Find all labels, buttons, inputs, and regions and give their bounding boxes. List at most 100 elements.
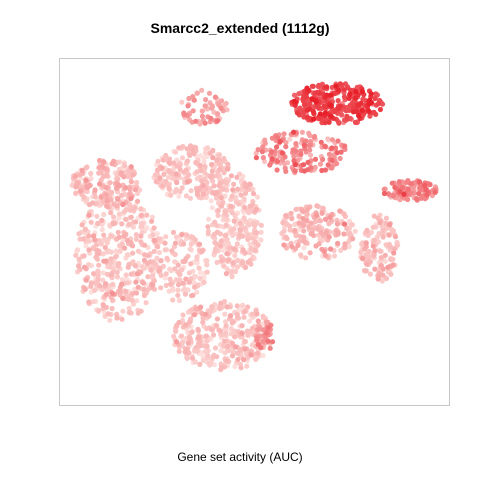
data-point	[388, 271, 394, 277]
data-point	[217, 180, 223, 186]
data-point	[96, 157, 103, 164]
data-point	[216, 153, 222, 159]
data-point	[182, 349, 188, 355]
data-point	[244, 363, 250, 369]
data-point	[385, 191, 391, 197]
data-point	[313, 243, 319, 249]
data-point	[315, 226, 321, 232]
data-point	[138, 233, 144, 239]
data-point	[224, 217, 230, 223]
data-point	[97, 181, 103, 187]
data-point	[149, 214, 155, 220]
data-point	[375, 101, 382, 107]
data-point	[223, 319, 229, 325]
data-point	[194, 289, 200, 295]
data-point	[304, 114, 310, 120]
data-point	[240, 247, 246, 253]
data-point	[350, 109, 356, 115]
data-point	[335, 98, 341, 104]
data-point	[197, 121, 203, 127]
data-point	[235, 186, 241, 192]
data-point	[218, 300, 224, 306]
data-point	[301, 109, 307, 116]
data-point	[331, 109, 337, 115]
data-point	[379, 278, 385, 284]
data-point	[299, 129, 305, 135]
data-point	[126, 309, 132, 316]
data-point	[214, 323, 220, 329]
data-point	[346, 107, 352, 113]
data-point	[254, 194, 261, 200]
data-point	[202, 120, 208, 126]
data-point	[250, 254, 256, 260]
data-point	[325, 162, 331, 168]
data-point	[281, 242, 287, 248]
data-point	[181, 112, 187, 118]
data-point	[204, 262, 210, 268]
data-point	[224, 358, 230, 364]
data-point	[205, 228, 211, 234]
data-point	[234, 174, 240, 180]
plot-frame	[59, 58, 450, 406]
data-point	[204, 269, 210, 275]
data-point	[363, 240, 369, 246]
data-point	[207, 308, 213, 314]
data-point	[108, 260, 114, 266]
data-point	[210, 147, 216, 153]
data-point	[77, 172, 83, 178]
data-point	[300, 162, 307, 168]
data-point	[301, 142, 307, 148]
data-point	[370, 243, 376, 249]
data-point	[183, 322, 189, 328]
data-point	[176, 145, 182, 151]
data-point	[101, 159, 107, 165]
data-point	[318, 139, 324, 145]
data-point	[140, 280, 146, 286]
data-point	[289, 243, 295, 249]
data-point	[342, 143, 348, 149]
data-point	[119, 316, 125, 322]
data-point	[307, 152, 314, 158]
data-point	[296, 213, 302, 219]
data-point	[287, 223, 293, 229]
data-point	[216, 161, 222, 167]
data-point	[86, 299, 92, 305]
data-point	[218, 348, 224, 354]
data-point	[132, 205, 138, 211]
data-point	[223, 323, 229, 329]
data-point	[174, 163, 180, 169]
data-point	[237, 233, 243, 239]
data-point	[162, 275, 168, 281]
data-point	[283, 213, 289, 219]
data-point	[203, 333, 209, 339]
data-point	[166, 186, 172, 192]
data-point	[209, 304, 215, 310]
data-point	[347, 102, 353, 108]
data-point	[372, 266, 378, 272]
data-point	[336, 120, 342, 126]
data-point	[166, 156, 173, 162]
data-point	[77, 188, 83, 194]
data-point	[378, 255, 384, 261]
data-point	[133, 232, 139, 238]
data-point	[80, 236, 86, 242]
data-point	[223, 100, 229, 107]
data-point	[194, 191, 200, 198]
data-point	[218, 105, 224, 111]
data-point	[109, 189, 115, 195]
data-point	[293, 141, 299, 147]
data-point	[183, 232, 190, 238]
data-point	[367, 271, 373, 277]
data-point	[172, 189, 178, 195]
data-point	[229, 274, 235, 280]
data-point	[194, 348, 200, 354]
data-point	[170, 297, 176, 303]
data-point	[294, 110, 300, 116]
data-point	[175, 282, 182, 288]
data-point	[296, 220, 302, 226]
data-point	[245, 328, 251, 335]
data-point	[176, 319, 182, 326]
data-point	[222, 233, 228, 239]
data-point	[104, 172, 110, 179]
data-point	[387, 222, 393, 228]
